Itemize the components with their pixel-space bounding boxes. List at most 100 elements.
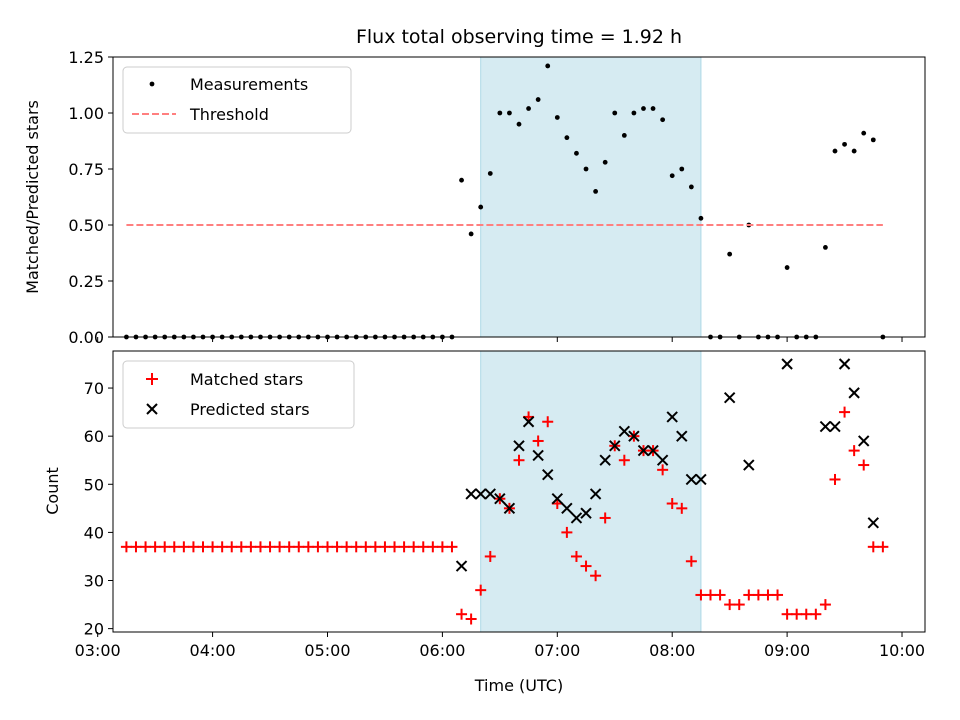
measurement-point — [526, 106, 531, 111]
predicted-stars-point — [695, 473, 707, 486]
x-tick-label: 07:00 — [534, 641, 580, 660]
measurement-point — [468, 231, 474, 237]
y-tick-label: 0.25 — [68, 272, 104, 291]
measurement-point — [842, 141, 847, 147]
measurement-point — [516, 121, 522, 127]
legend-matched-marker — [146, 373, 158, 385]
predicted-stars-point — [551, 493, 564, 505]
x-tick-label: 06:00 — [419, 641, 465, 660]
predicted-stars-point — [819, 420, 832, 433]
legend-measurements-label: Measurements — [190, 75, 308, 94]
ratio-y-axis-label: Matched/Predicted stars — [23, 100, 42, 294]
matched-stars-point — [187, 541, 199, 553]
measurement-point — [574, 150, 579, 156]
matched-stars-point — [580, 560, 592, 572]
x-tick-label: 05:00 — [304, 641, 350, 660]
matched-stars-point — [532, 435, 544, 447]
chart-title: Flux total observing time = 1.92 h — [356, 26, 682, 48]
matched-stars-point — [465, 613, 477, 625]
matched-stars-point — [590, 570, 602, 582]
predicted-stars-point — [781, 358, 793, 370]
measurement-point — [679, 166, 685, 172]
matched-stars-point — [120, 541, 132, 553]
matched-stars-point — [561, 526, 573, 538]
matched-stars-point — [350, 541, 362, 553]
matched-stars-point — [599, 512, 611, 524]
predicted-stars-point — [474, 488, 487, 500]
measurement-point — [851, 148, 857, 154]
matched-stars-point — [676, 502, 688, 514]
matched-stars-point — [398, 541, 410, 553]
matched-stars-point — [695, 589, 707, 601]
matched-stars-point — [484, 550, 496, 562]
matched-stars-point — [178, 541, 190, 553]
matched-stars-point — [666, 498, 678, 510]
matched-stars-point — [714, 589, 726, 601]
matched-stars-point — [254, 541, 266, 553]
predicted-stars-point — [867, 517, 879, 529]
matched-stars-point — [283, 541, 295, 553]
measurement-point — [641, 106, 646, 111]
highlight-span-top — [480, 56, 702, 338]
predicted-stars-point — [618, 425, 631, 438]
matched-stars-point — [858, 459, 870, 471]
ratio-plot-frame — [112, 56, 926, 338]
predicted-stars-point — [589, 488, 602, 500]
x-tick-label: 03:00 — [75, 641, 121, 660]
predicted-stars-point — [542, 468, 554, 481]
matched-stars-point — [829, 473, 841, 485]
matched-stars-point — [408, 541, 420, 553]
matched-stars-point — [302, 541, 314, 553]
measurement-point — [507, 110, 512, 116]
measurement-point — [698, 215, 704, 221]
measurement-point — [554, 115, 560, 120]
matched-stars-point — [446, 541, 458, 553]
measurement-point — [727, 251, 733, 257]
predicted-stars-point — [580, 507, 592, 519]
predicted-stars-point — [628, 430, 640, 442]
matched-stars-point — [207, 541, 219, 553]
y-tick-label: 0.50 — [68, 216, 104, 235]
matched-stars-point — [226, 541, 238, 553]
y-tick-label: 0.75 — [68, 160, 104, 179]
matched-stars-point — [417, 541, 429, 553]
matched-stars-point — [235, 541, 247, 553]
measurement-point — [478, 204, 484, 210]
predicted-stars-point — [570, 512, 583, 524]
matched-stars-point — [542, 416, 554, 428]
ratio-legend: Measurements Threshold — [122, 66, 352, 134]
matched-stars-point — [733, 599, 745, 611]
matched-stars-point — [312, 541, 324, 553]
x-tick-label: 08:00 — [649, 641, 695, 660]
predicted-stars-point — [685, 473, 698, 486]
matched-stars-point — [331, 541, 343, 553]
y-tick-label: 50 — [84, 475, 104, 494]
matched-stars-point — [149, 541, 161, 553]
matched-stars-point — [369, 541, 381, 553]
legend-measurements-marker — [149, 81, 155, 87]
matched-stars-point — [245, 541, 257, 553]
measurement-point — [669, 173, 675, 179]
predicted-stars-point — [599, 454, 611, 466]
y-tick-label: 1.25 — [68, 48, 104, 67]
measurement-point — [688, 184, 694, 190]
matched-stars-point — [140, 541, 152, 553]
matched-stars-point — [657, 464, 669, 476]
matched-stars-point — [743, 589, 755, 601]
measurement-point — [621, 133, 627, 138]
matched-stars-point — [762, 589, 774, 601]
predicted-stars-point — [609, 440, 621, 452]
measurement-point — [861, 130, 867, 136]
matched-stars-point — [800, 608, 812, 620]
matched-stars-point — [685, 555, 697, 567]
measurement-point — [650, 106, 656, 111]
x-axis-label: Time (UTC) — [474, 676, 563, 695]
legend-predicted-label: Predicted stars — [190, 400, 310, 419]
matched-stars-point — [810, 608, 822, 620]
y-tick-label: 60 — [84, 427, 104, 446]
measurement-point — [602, 159, 608, 165]
predicted-stars-point — [503, 502, 516, 515]
ratio-panel: 0.00 0.25 0.50 0.75 1.00 1.25 Matched/Predict… — [23, 48, 926, 347]
matched-stars-point — [274, 541, 286, 553]
